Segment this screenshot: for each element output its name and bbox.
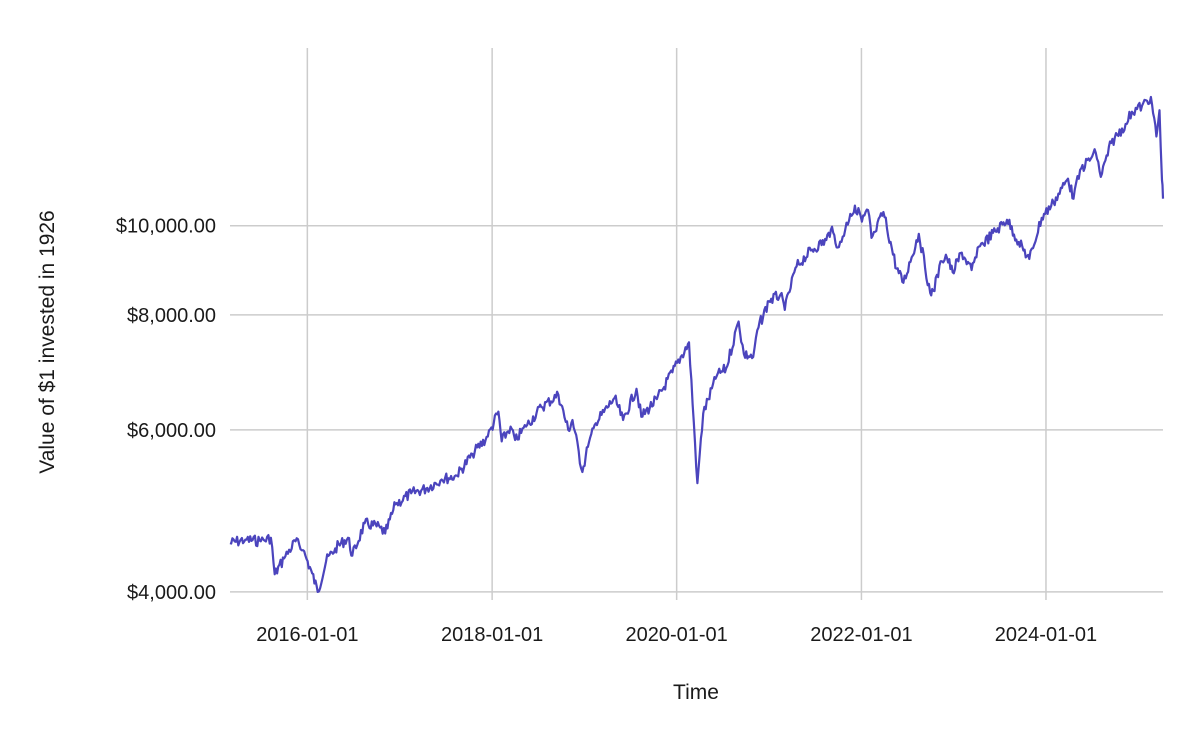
x-axis-title: Time [673, 681, 719, 704]
y-tick-label: $6,000.00 [127, 420, 216, 442]
x-tick-labels: 2016-01-01 2018-01-01 2020-01-01 2022-01-01… [256, 624, 1097, 646]
y-gridlines [230, 224, 1163, 593]
x-gridlines [306, 48, 1047, 600]
series-line [229, 95, 1165, 593]
x-tick-label: 2016-01-01 [256, 624, 358, 646]
x-tick-label: 2020-01-01 [626, 624, 728, 646]
x-tick-label: 2018-01-01 [441, 624, 543, 646]
series-group [229, 95, 1165, 593]
y-tick-label: $10,000.00 [116, 216, 216, 238]
y-tick-labels: $4,000.00 $6,000.00 $8,000.00 $10,000.00 [116, 216, 216, 604]
y-tick-label: $4,000.00 [127, 582, 216, 604]
x-tick-label: 2022-01-01 [810, 624, 912, 646]
y-tick-label: $8,000.00 [127, 305, 216, 327]
x-tick-label: 2024-01-01 [995, 624, 1097, 646]
y-axis-title: Value of $1 invested in 1926 [36, 210, 59, 473]
